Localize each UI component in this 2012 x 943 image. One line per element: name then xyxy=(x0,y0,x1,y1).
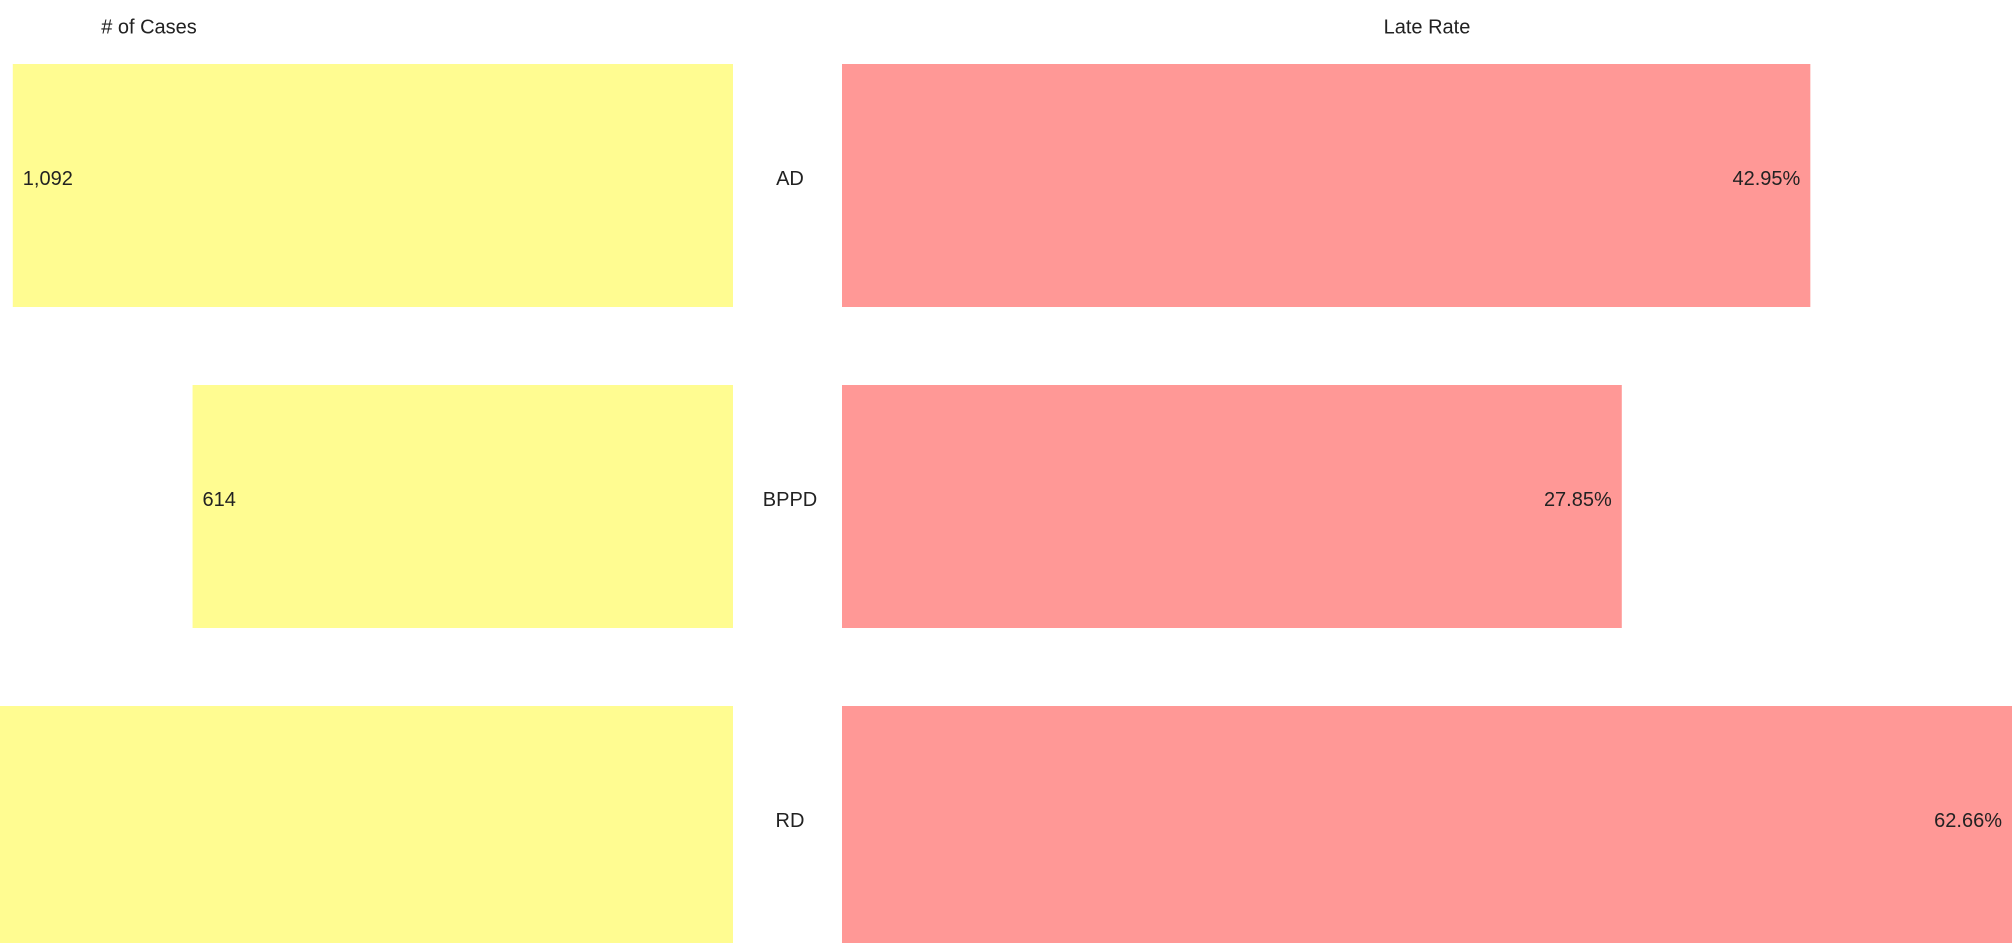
category-label: BPPD xyxy=(763,489,817,511)
chart-title: Late Rate xyxy=(1384,16,1471,38)
value-label: 614 xyxy=(203,489,236,511)
bar xyxy=(842,706,2012,943)
chart-title: # of Cases xyxy=(101,16,197,38)
bar xyxy=(842,385,1622,628)
bar xyxy=(0,706,733,943)
bar xyxy=(12,64,733,307)
bar xyxy=(842,64,1811,307)
bar xyxy=(192,385,733,628)
labels: AD BPPD RD 1,092 614 42.95% 27.85% 62.66% xyxy=(23,168,2002,832)
right-pane xyxy=(842,64,2012,943)
category-label: RD xyxy=(776,810,805,832)
value-label: 62.66% xyxy=(1934,810,2002,832)
value-label: 27.85% xyxy=(1544,489,1612,511)
value-label: 1,092 xyxy=(23,168,73,190)
left-pane xyxy=(0,64,733,943)
value-label: 42.95% xyxy=(1732,168,1800,190)
category-label: AD xyxy=(776,168,804,190)
